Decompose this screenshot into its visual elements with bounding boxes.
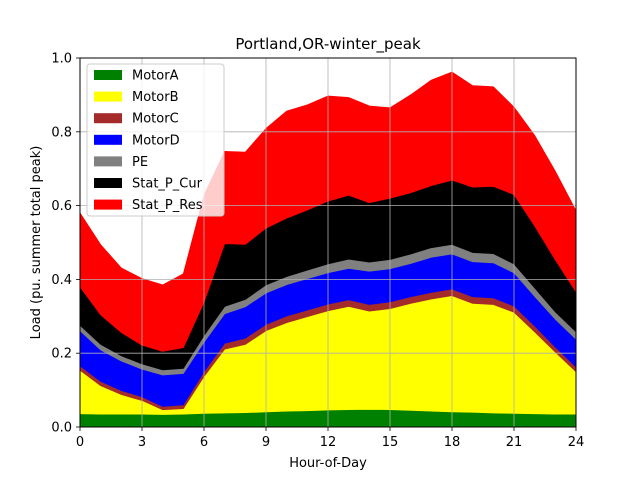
chart-title: Portland,OR-winter_peak [235,35,421,54]
x-axis-label: Hour-of-Day [289,456,367,471]
legend-label: Stat_P_Res [132,198,203,213]
x-tick-label: 18 [444,435,461,450]
legend-label: Stat_P_Cur [132,177,203,192]
x-tick-label: 24 [568,435,585,450]
y-tick-label: 0.8 [51,125,72,140]
x-tick-label: 0 [76,435,84,450]
legend-label: MotorD [132,133,180,148]
legend-swatch-pe [94,156,122,167]
x-tick-label: 6 [200,435,208,450]
x-tick-label: 12 [320,435,337,450]
legend-label: MotorC [132,112,179,127]
legend-label: MotorB [132,90,178,105]
y-axis-label: Load (pu. summer total peak) [29,146,44,340]
x-tick-label: 3 [138,435,146,450]
y-tick-label: 0.6 [51,199,72,214]
y-ticks-group: 0.0 0.2 0.4 0.6 0.8 1.0 [51,52,80,436]
legend: MotorA MotorB MotorC MotorD PE Stat_P_Cur Stat… [86,63,225,217]
x-tick-label: 9 [262,435,270,450]
y-tick-label: 0.4 [51,273,72,288]
x-tick-label: 21 [506,435,523,450]
legend-label: MotorA [132,69,179,84]
y-tick-label: 0.0 [51,421,72,436]
legend-swatch-motord [94,134,122,145]
legend-swatch-motorc [94,113,122,124]
legend-swatch-motorb [94,91,122,102]
legend-swatch-motora [94,70,122,80]
x-tick-label: 15 [382,435,399,450]
legend-swatch-stat-p-cur [94,178,122,188]
x-ticks-group: 0 3 6 9 12 15 18 21 24 [76,427,584,450]
legend-swatch-stat-p-res [94,199,122,210]
legend-label: PE [132,155,148,170]
y-tick-label: 0.2 [51,347,72,362]
y-tick-label: 1.0 [51,52,72,67]
